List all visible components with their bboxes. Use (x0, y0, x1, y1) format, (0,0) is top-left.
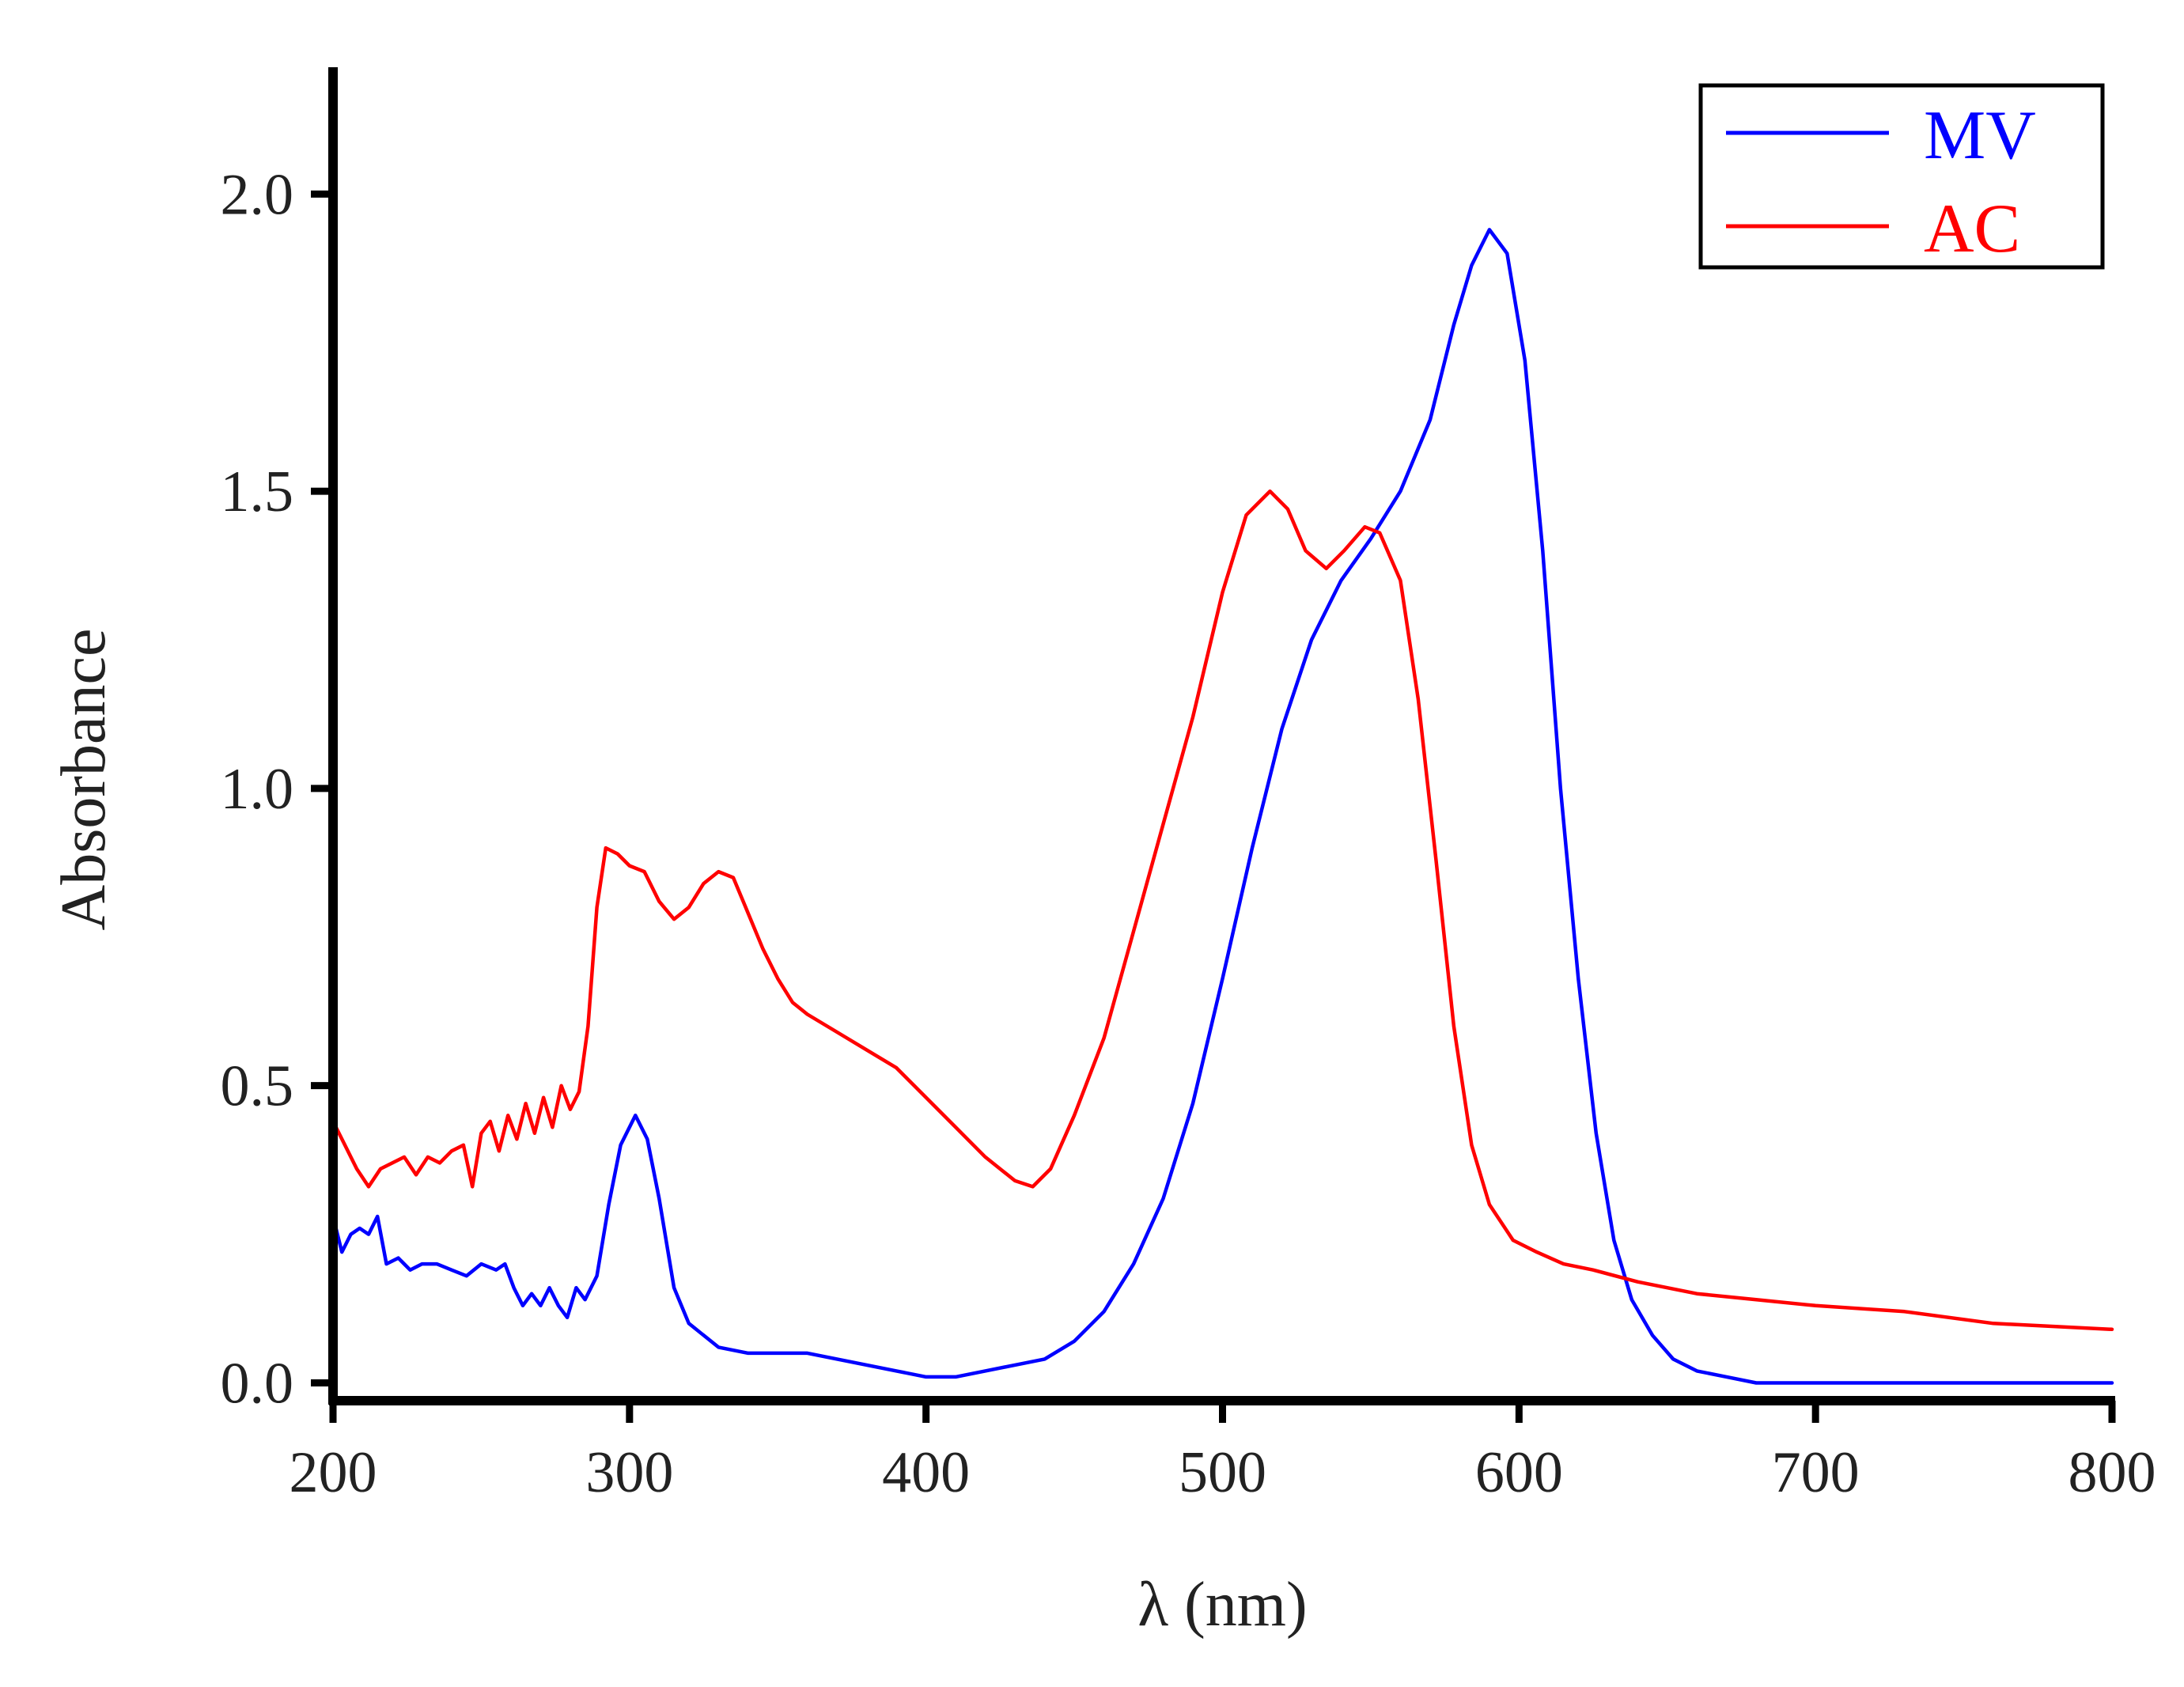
legend: MV AC (1698, 83, 2105, 270)
y-axis-title: Absorbance (49, 628, 119, 930)
series-line-mv (331, 228, 2114, 1385)
x-tick-label: 500 (1179, 1440, 1266, 1505)
x-tick-label: 300 (585, 1440, 673, 1505)
legend-box (1698, 83, 2105, 270)
x-tick-label: 800 (2069, 1440, 2156, 1505)
y-tick-label: 0.5 (221, 1054, 294, 1119)
x-tick-label: 200 (290, 1440, 377, 1505)
y-tick-label: 1.5 (221, 460, 294, 524)
legend-label-mv: MV (1924, 97, 2036, 174)
y-tick-label: 0.0 (221, 1351, 294, 1416)
x-tick-label: 700 (1772, 1440, 1860, 1505)
series-line-ac (331, 489, 2114, 1332)
series-lines-group (331, 228, 2114, 1385)
x-tick-label: 600 (1475, 1440, 1563, 1505)
y-tick-label: 1.0 (221, 757, 294, 822)
x-tick-label: 400 (882, 1440, 970, 1505)
axes-group: 200 300 400 500 600 700 800 0.0 0.5 1.0 1.5 2.0 (221, 67, 2156, 1505)
y-tick-label: 2.0 (221, 162, 294, 227)
x-axis-title: λ (nm) (1137, 1570, 1307, 1640)
legend-label-ac: AC (1924, 191, 2020, 267)
